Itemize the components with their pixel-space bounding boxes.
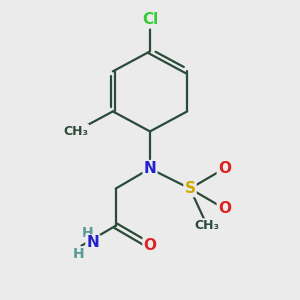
Text: CH₃: CH₃ <box>63 125 88 138</box>
Text: S: S <box>184 181 196 196</box>
Text: O: O <box>143 238 157 253</box>
Text: Cl: Cl <box>142 12 158 27</box>
Text: N: N <box>144 161 156 176</box>
Text: H: H <box>81 226 93 240</box>
Text: N: N <box>86 236 99 250</box>
Text: H: H <box>73 247 84 261</box>
Text: O: O <box>218 161 231 176</box>
Text: O: O <box>218 201 231 216</box>
Text: CH₃: CH₃ <box>195 219 220 232</box>
